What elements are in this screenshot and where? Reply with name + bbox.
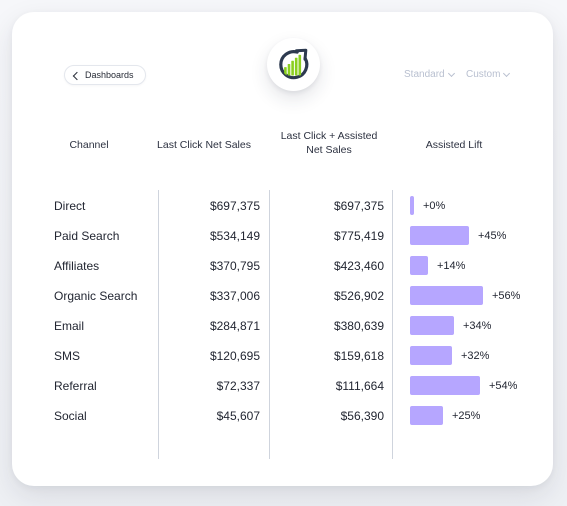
assisted-net-sales-value: $159,618: [333, 349, 384, 363]
assisted-lift-bar: [410, 376, 480, 395]
last-click-net-sales-value: $697,375: [209, 199, 260, 213]
assisted-net-sales-value: $526,902: [333, 289, 384, 303]
back-button-label: Dashboards: [85, 70, 134, 80]
assisted-header: Last Click + Assisted Net Sales: [269, 129, 389, 157]
growth-logo-icon: [279, 48, 309, 80]
assisted-lift-value: +45%: [478, 230, 507, 242]
assisted-net-sales-value: $56,390: [340, 409, 384, 423]
assisted-lift-bar: [410, 256, 428, 275]
channel-name: Social: [54, 409, 87, 423]
channel-name: Referral: [54, 379, 97, 393]
last-click-net-sales-value: $120,695: [209, 349, 260, 363]
last-click-net-sales-value: $337,006: [209, 289, 260, 303]
channel-name: Organic Search: [54, 289, 138, 303]
last-click-net-sales-value: $72,337: [216, 379, 260, 393]
brand-logo: [267, 38, 320, 91]
column-divider: [158, 190, 159, 459]
channel-name: Direct: [54, 199, 86, 213]
assisted-net-sales-value: $697,375: [333, 199, 384, 213]
assisted-net-sales-value: $111,664: [335, 379, 384, 393]
assisted-net-sales-value: $775,419: [333, 229, 384, 243]
assisted-lift-value: +0%: [423, 200, 446, 212]
assisted-net-sales-value: $423,460: [333, 259, 384, 273]
last-click-net-sales-value: $284,871: [209, 319, 260, 333]
assisted-lift-value: +25%: [452, 410, 481, 422]
channel-name: SMS: [54, 349, 81, 363]
chevron-left-icon: [72, 71, 82, 80]
assisted-lift-bar: [410, 286, 483, 305]
assisted-lift-header: Assisted Lift: [425, 139, 483, 151]
channel-name: Paid Search: [54, 229, 120, 243]
channel-name: Email: [54, 319, 85, 333]
chevron-down-icon: [503, 69, 511, 77]
assisted-lift-bar: [410, 226, 469, 245]
assisted-lift-bar: [410, 346, 452, 365]
last-click-net-sales-value: $45,607: [216, 409, 260, 423]
column-divider: [269, 190, 270, 459]
assisted-lift-bar: [410, 196, 414, 215]
last-click-net-sales-value: $370,795: [209, 259, 260, 273]
chevron-down-icon: [447, 69, 455, 77]
assisted-lift-value: +34%: [463, 320, 492, 332]
assisted-lift-bar: [410, 316, 454, 335]
channel-name: Affiliates: [54, 259, 100, 273]
column-divider: [392, 190, 393, 459]
standard-view-label: Standard: [404, 69, 445, 80]
assisted-lift-value: +14%: [437, 260, 466, 272]
assisted-lift-value: +56%: [492, 290, 521, 302]
last-click-header: Last Click Net Sales: [157, 139, 251, 151]
assisted-lift-value: +32%: [461, 350, 490, 362]
dashboard-card: Dashboards Standard Custom Channel Last …: [12, 12, 553, 486]
assisted-header-line1: Last Click + Assisted: [280, 130, 378, 142]
custom-view-select[interactable]: Custom: [466, 69, 511, 80]
custom-view-label: Custom: [466, 69, 501, 80]
channel-header: Channel: [69, 139, 109, 151]
last-click-net-sales-value: $534,149: [209, 229, 260, 243]
standard-view-select[interactable]: Standard: [404, 69, 455, 80]
assisted-header-line2: Net Sales: [306, 144, 352, 156]
assisted-lift-bar: [410, 406, 443, 425]
dashboards-back-button[interactable]: Dashboards: [64, 65, 146, 85]
assisted-net-sales-value: $380,639: [333, 319, 384, 333]
assisted-lift-value: +54%: [489, 380, 518, 392]
